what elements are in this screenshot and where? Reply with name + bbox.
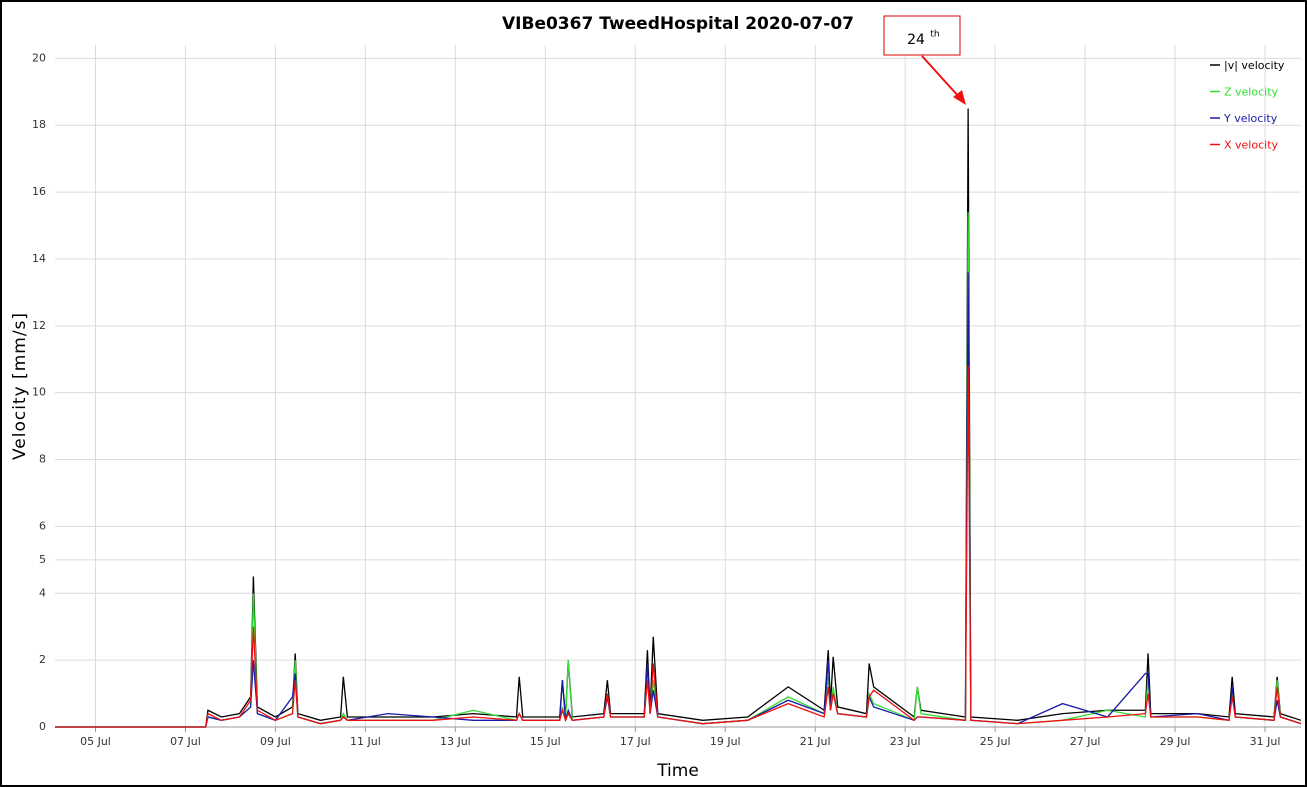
x-tick-label: 25 Jul [980,735,1011,748]
legend-label: |v| velocity [1224,59,1285,72]
annotation-superscript: th [930,30,939,40]
x-tick-label: 07 Jul [170,735,201,748]
annotation-arrowhead [953,90,966,105]
annotation-text: 24 [907,32,925,48]
y-tick-label: 16 [32,185,46,198]
y-axis-title: Velocity [mm/s] [10,312,30,460]
y-tick-label: 6 [39,519,46,532]
x-tick-label: 05 Jul [80,735,111,748]
y-tick-label: 12 [32,319,46,332]
legend-label: Z velocity [1224,86,1279,99]
y-tick-label: 14 [32,252,46,265]
x-tick-label: 29 Jul [1160,735,1191,748]
x-tick-label: 15 Jul [530,735,561,748]
x-tick-label: 19 Jul [710,735,741,748]
legend-label: X velocity [1224,139,1279,152]
x-tick-label: 27 Jul [1070,735,1101,748]
y-tick-label: 5 [39,553,46,566]
x-tick-label: 31 Jul [1250,735,1281,748]
labels: 0 2 4 5 6 8 10 12 14 16 18 20 05 Jul 07 Jul 09 Jul 11 J… [32,51,1285,748]
x-tick-label: 09 Jul [260,735,291,748]
y-tick-label: 10 [32,386,46,399]
x-tick-label: 17 Jul [620,735,651,748]
y-tick-label: 0 [39,720,46,733]
y-tick-label: 18 [32,118,46,131]
lines [55,108,1302,728]
legend-label: Y velocity [1223,112,1278,125]
x-tick-label: 13 Jul [440,735,471,748]
y-tick-label: 8 [39,453,46,466]
x-tick-label: 21 Jul [800,735,831,748]
annotation-box [883,15,961,56]
grid [55,45,1301,732]
chart-title: VIBe0367 TweedHospital 2020-07-07 [502,14,854,34]
x-tick-label: 11 Jul [350,735,381,748]
annotation-arrow [921,55,961,99]
y-tick-label: 20 [32,51,46,64]
x-tick-label: 23 Jul [890,735,921,748]
y-tick-label: 4 [39,586,46,599]
y-tick-label: 2 [39,653,46,666]
x-axis-title: Time [656,761,699,781]
series-line [55,365,1302,728]
